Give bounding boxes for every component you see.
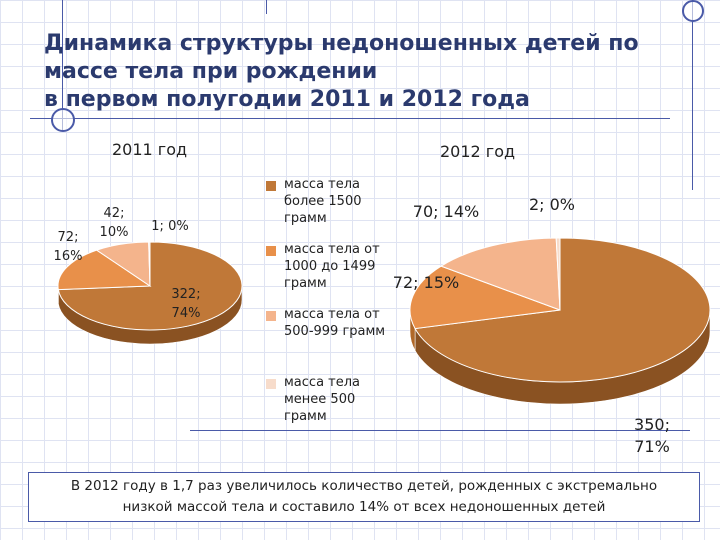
decor-circle-right	[682, 0, 704, 22]
caption-line: низкой массой тела и составило 14% от вс…	[122, 499, 606, 515]
legend-label: 1000 до 1499	[284, 259, 376, 274]
pie-data-label-line: 72;	[58, 230, 79, 245]
pie-data-label-line: 10%	[100, 225, 129, 240]
pie-slice	[439, 237, 561, 311]
pie-data-label-line: 71%	[634, 437, 670, 456]
pie-slice	[409, 265, 561, 330]
pie-slice	[555, 237, 561, 311]
chart-title-2012: 2012 год	[440, 142, 516, 161]
title-line: в первом полугодии 2011 и 2012 года	[44, 87, 530, 112]
legend-item: масса тела от 1000 до 1499 грамм	[264, 241, 404, 292]
legend-item: масса тела более 1500 грамм	[264, 176, 404, 227]
pie-data-label: 2; 0%	[529, 195, 575, 214]
legend-label: грамм	[284, 276, 327, 291]
pie-data-label-line: 42;	[104, 206, 125, 221]
pie-slice	[414, 237, 711, 383]
legend-label: масса тела от	[284, 307, 380, 322]
pie-data-label: 72; 15%	[393, 273, 459, 292]
pie-data-label-line: 322;	[171, 287, 200, 302]
pie-data-label-line: 2; 0%	[529, 195, 575, 214]
pie-slice	[148, 241, 151, 287]
caption-line: В 2012 году в 1,7 раз увеличилось количе…	[70, 478, 658, 494]
legend-swatch	[266, 181, 276, 191]
legend-label: менее 500	[284, 392, 356, 407]
pie-data-label: 350; 71%	[634, 415, 670, 456]
decor-circle-left	[51, 108, 75, 132]
pie-data-label-line: 16%	[54, 249, 83, 264]
decor-horizontal-line	[30, 118, 670, 119]
pie-data-label-line: 350;	[634, 415, 670, 434]
legend-label: масса тела от	[284, 242, 380, 257]
title-line: массе тела при рождении	[44, 59, 378, 84]
chart-title-2011: 2011 год	[112, 140, 188, 159]
legend-swatch	[266, 311, 276, 321]
pie-data-label-line: 1; 0%	[151, 219, 188, 234]
legend-label: масса тела	[284, 177, 361, 192]
legend-swatch	[266, 246, 276, 256]
legend-label: грамм	[284, 409, 327, 424]
legend-swatch	[266, 379, 276, 389]
pie-data-label: 1; 0%	[151, 219, 188, 234]
pie-data-label: 322; 74%	[171, 287, 200, 321]
pie-data-label-line: 74%	[172, 306, 201, 321]
pie-data-label: 72; 16%	[54, 230, 83, 264]
legend-label: грамм	[284, 211, 327, 226]
decor-vertical-line-top	[266, 0, 267, 14]
pie-slice	[57, 249, 152, 291]
legend-item: масса тела от 500-999 грамм	[264, 306, 404, 340]
chart-legend: масса тела более 1500 грамм масса тела о…	[264, 176, 404, 439]
slide-title: Динамика структуры недоношенных детей по…	[44, 30, 684, 114]
pie-data-label: 70; 14%	[413, 202, 479, 221]
summary-caption: В 2012 году в 1,7 раз увеличилось количе…	[28, 472, 700, 522]
pie-data-label: 42; 10%	[100, 206, 129, 240]
legend-label: масса тела	[284, 375, 361, 390]
title-line: Динамика структуры недоношенных детей по	[44, 31, 639, 56]
legend-item: масса тела менее 500 грамм	[264, 374, 404, 425]
pie-data-label-line: 72; 15%	[393, 273, 459, 292]
decor-vertical-line-left	[62, 0, 63, 130]
legend-label: 500-999 грамм	[284, 324, 386, 339]
decor-vertical-line-right	[692, 0, 693, 190]
pie-data-label-line: 70; 14%	[413, 202, 479, 221]
decor-bottom-line	[190, 430, 690, 431]
legend-label: более 1500	[284, 194, 362, 209]
